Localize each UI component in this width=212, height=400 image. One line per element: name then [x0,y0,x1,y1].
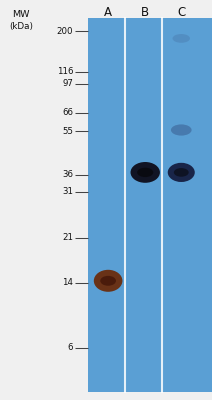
Text: 21: 21 [62,234,73,242]
Text: 14: 14 [62,278,73,287]
Text: C: C [177,6,185,19]
Text: B: B [141,6,149,19]
Text: 200: 200 [57,27,73,36]
Ellipse shape [168,163,195,182]
Ellipse shape [171,124,192,136]
Text: 31: 31 [62,188,73,196]
Ellipse shape [94,270,123,292]
Text: 36: 36 [62,170,73,179]
Ellipse shape [100,276,116,286]
Bar [88,18,212,392]
Text: A: A [104,6,112,19]
Text: 97: 97 [62,79,73,88]
Ellipse shape [137,168,153,177]
Ellipse shape [173,34,190,43]
Ellipse shape [131,162,160,183]
Text: 55: 55 [62,127,73,136]
Text: (kDa): (kDa) [9,22,33,31]
Text: 66: 66 [62,108,73,117]
Ellipse shape [174,168,189,177]
Text: 6: 6 [68,344,73,352]
Text: MW: MW [13,10,30,19]
Text: 116: 116 [57,68,73,76]
